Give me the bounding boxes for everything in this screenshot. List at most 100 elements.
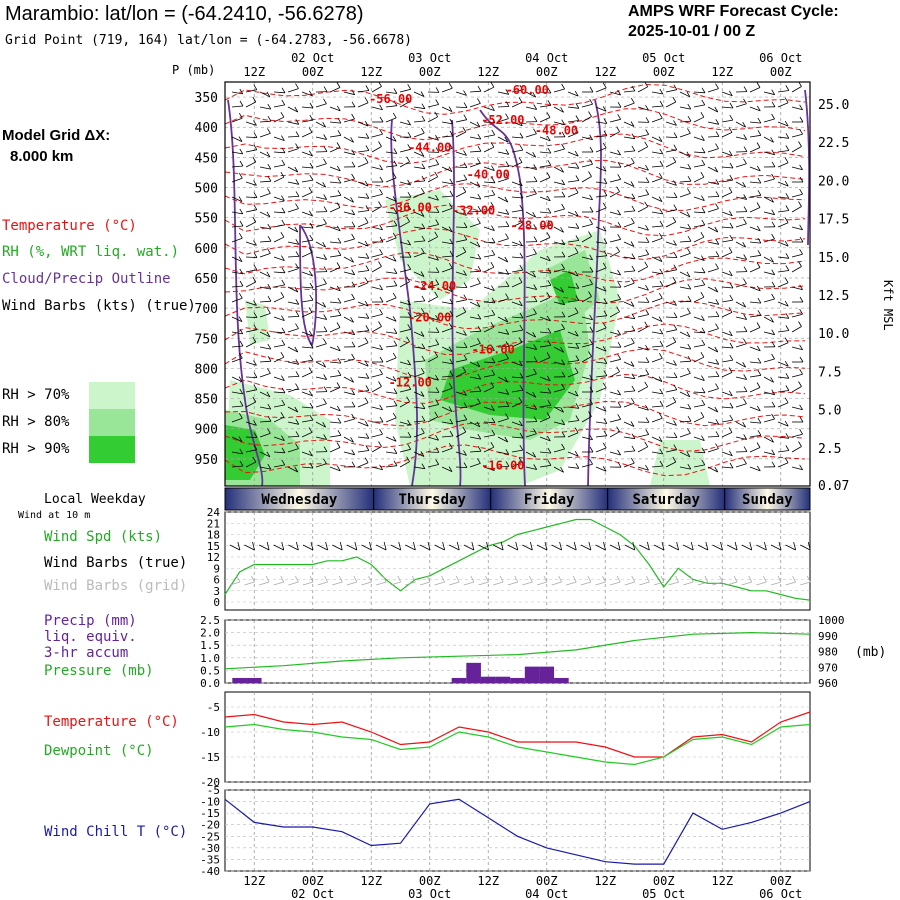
wind-barb-flag xyxy=(379,404,383,411)
surface-wind-barb xyxy=(390,544,401,551)
rh70-label: RH > 70% xyxy=(2,387,70,403)
wind-barb-flag xyxy=(351,353,355,360)
wind-barb xyxy=(777,361,789,367)
wind-barb-flag xyxy=(617,294,622,300)
wind-barb-flag xyxy=(477,218,481,224)
wind-barb-flag xyxy=(701,375,705,381)
precip-bar xyxy=(495,676,511,683)
wind-barb xyxy=(329,466,341,472)
wind-barb-flag xyxy=(238,376,243,382)
wind-barb-flag xyxy=(617,161,622,168)
wind-barb xyxy=(595,315,607,318)
wind-barb-flag xyxy=(687,115,692,122)
wind-barb xyxy=(371,166,383,171)
wind-barb-flag xyxy=(798,381,802,387)
precip-legend: Precip (mm) xyxy=(44,613,137,629)
wind-barb-flag xyxy=(771,293,775,300)
wind-barb-flag xyxy=(365,205,370,211)
wind-barb xyxy=(679,166,691,170)
wind-barb xyxy=(511,222,523,228)
wind-barb xyxy=(735,436,747,440)
wind-barb-flag xyxy=(547,267,552,274)
wind-barb xyxy=(707,181,719,185)
wind-barb-flag xyxy=(701,147,706,154)
wind-barb xyxy=(231,417,243,423)
wind-barb-flag xyxy=(673,360,677,366)
wind-barb xyxy=(357,241,369,247)
wind-barb-flag xyxy=(308,270,313,277)
wind-barb-flag xyxy=(280,171,285,178)
wind-barb-flag xyxy=(617,269,621,276)
wind-barb xyxy=(623,301,635,307)
wind-barb-flag xyxy=(743,86,748,92)
wind-barb xyxy=(679,391,691,398)
wind-barb xyxy=(721,312,733,318)
wind-barb xyxy=(441,375,454,378)
wind-barb xyxy=(301,106,314,109)
wind-barb-grid-legend: Wind Barbs (grid) xyxy=(44,578,188,594)
wind-barb xyxy=(455,299,467,303)
wind-barb-flag xyxy=(295,179,300,185)
wind-barb-flag xyxy=(799,356,804,363)
wind-barb xyxy=(497,196,508,203)
wind-barb xyxy=(679,106,691,110)
wind-barb xyxy=(385,196,397,202)
date-tick-top: 04 Oct xyxy=(525,51,568,65)
wind-barb-flag xyxy=(714,346,719,353)
rh90-region xyxy=(550,270,578,305)
wind-barb-flag xyxy=(574,330,579,337)
wind-barb xyxy=(707,88,719,93)
wind-barb-flag xyxy=(547,387,552,394)
wind-barb xyxy=(357,361,369,367)
wind-barb-flag xyxy=(602,142,607,149)
wind-barb-flag xyxy=(701,195,705,201)
wind-barb xyxy=(357,402,369,408)
wind-barb xyxy=(231,391,243,395)
wind-barb-flag xyxy=(351,329,356,335)
wind-barb-flag xyxy=(350,257,354,263)
wind-barb-flag xyxy=(701,327,706,334)
wind-barb-flag xyxy=(253,120,257,126)
wind-barb-flag xyxy=(323,278,327,285)
wind-barb-flag xyxy=(392,172,397,179)
wind-barb xyxy=(287,316,300,318)
wind-barb-flag xyxy=(784,277,789,283)
rh70-swatch xyxy=(89,382,135,409)
wind-barb-flag xyxy=(519,384,524,391)
wind-barb-flag xyxy=(448,142,453,149)
wind-barb xyxy=(679,313,691,318)
wind-barb-flag xyxy=(799,128,803,135)
wind-barb-flag xyxy=(546,195,551,202)
grid-wind-barb xyxy=(800,581,811,586)
wind-barb-flag xyxy=(533,248,537,255)
wind-barb-flag xyxy=(547,87,552,94)
wind-barb-flag xyxy=(308,127,313,133)
wind-barb xyxy=(665,149,677,153)
pressure-tick: 960 xyxy=(818,677,838,690)
wind-barb xyxy=(539,117,551,123)
wind-barb-flag xyxy=(420,91,425,97)
grid-wind-barb-flag xyxy=(806,575,811,583)
wind-barb-flag xyxy=(337,190,342,196)
wind-barb xyxy=(707,376,720,378)
wind-barb-flag xyxy=(253,204,258,210)
wind-barb xyxy=(413,166,425,170)
wind-barb-flag xyxy=(743,314,748,320)
wind-barb xyxy=(749,241,761,244)
wind-barb-flag xyxy=(588,171,592,177)
wind-barb-flag xyxy=(295,263,299,269)
wind-barb xyxy=(567,406,579,409)
wind-barb-flag xyxy=(631,445,636,452)
wind-barb xyxy=(259,166,271,170)
wind-barb-flag xyxy=(392,196,397,202)
windchill-panel xyxy=(224,789,811,872)
wind-barb xyxy=(539,451,551,454)
wind-barb-flag xyxy=(504,316,509,323)
wind-barb xyxy=(385,211,397,214)
wind-barb xyxy=(567,211,579,217)
wind-barb xyxy=(469,90,482,93)
wind-barb-flag xyxy=(435,399,440,405)
wind-barb-flag xyxy=(379,176,384,183)
wind-barb-flag xyxy=(743,374,748,380)
